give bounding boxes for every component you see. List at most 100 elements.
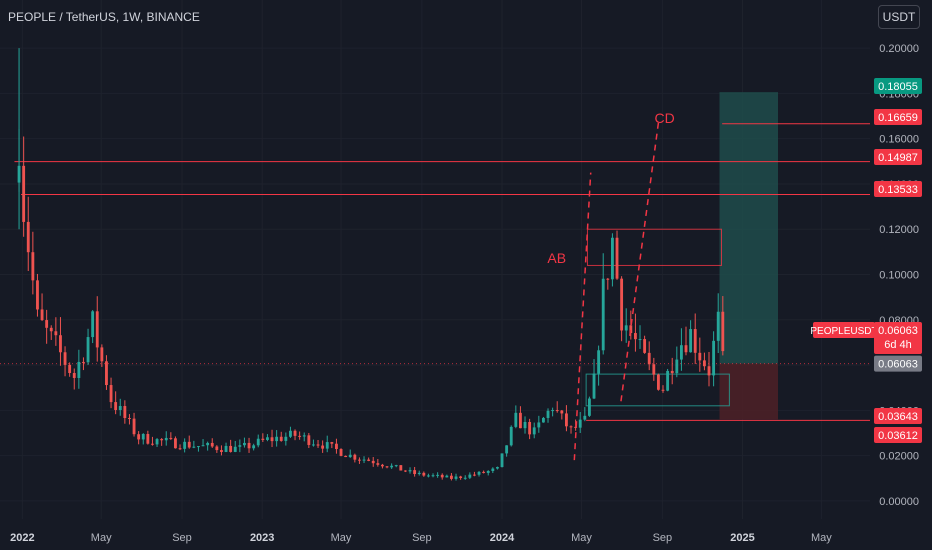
candle-body: [275, 436, 279, 442]
candle-body: [174, 438, 177, 449]
candle-body: [54, 331, 58, 336]
current-price-tag-bg: [874, 355, 922, 372]
candle-body: [210, 442, 214, 447]
candle-body: [178, 448, 182, 450]
pattern-label: CD: [654, 110, 674, 126]
candle-body: [445, 475, 449, 478]
zone-box: [586, 228, 722, 266]
stop-zone: [719, 363, 779, 420]
candle-body: [220, 450, 223, 452]
candle-body: [151, 443, 154, 445]
candle-body: [693, 329, 697, 353]
candle-body: [684, 345, 688, 353]
candle-body: [376, 463, 380, 465]
candle-body: [137, 434, 141, 440]
currency-button[interactable]: USDT: [878, 5, 920, 29]
candle-body: [597, 350, 601, 374]
candle-body: [187, 441, 191, 448]
candle-body: [243, 442, 246, 446]
candle-body: [661, 389, 665, 391]
candle-body: [284, 436, 288, 441]
symbol-tag: PEOPLEUSDT: [810, 326, 877, 337]
candle-body: [624, 325, 628, 331]
candle-body: [26, 221, 30, 253]
candle-body: [518, 412, 522, 429]
candle-body: [344, 455, 348, 458]
candle-body: [431, 475, 435, 477]
level-price-tag-bg: [874, 427, 922, 443]
candle-body: [330, 442, 334, 444]
y-tick-label: 0.02000: [879, 451, 919, 463]
candle-body: [408, 470, 412, 472]
x-tick-label: May: [331, 532, 352, 544]
x-tick-label: 2023: [250, 532, 274, 544]
level-price-tag: 0.16659: [878, 112, 918, 124]
target-price-tag: 0.18055: [878, 81, 918, 93]
x-tick-label: Sep: [653, 532, 673, 544]
candle-body: [592, 373, 596, 399]
candle-body: [477, 471, 481, 475]
candle-body: [183, 441, 187, 449]
candle-body: [578, 419, 582, 428]
candle-body: [468, 474, 472, 478]
candle-body: [164, 437, 168, 441]
candle-body: [155, 439, 159, 445]
candle-body: [721, 311, 725, 352]
x-tick-label: May: [811, 532, 832, 544]
candle-body: [675, 359, 679, 374]
candle-body: [679, 345, 683, 360]
candle-body: [77, 361, 81, 378]
candle-body: [31, 252, 35, 281]
x-tick-label: Sep: [412, 532, 432, 544]
candle-body: [440, 474, 444, 478]
candle-body: [463, 477, 467, 479]
candle-body: [495, 467, 499, 469]
candle-body: [564, 413, 568, 427]
candle-body: [233, 446, 237, 452]
candle-body: [399, 465, 403, 471]
candle-body: [537, 422, 541, 428]
candle-body: [95, 311, 99, 348]
candle-body: [353, 454, 357, 460]
candle-body: [385, 466, 389, 468]
symbol-tag-bg: [813, 322, 875, 338]
candle-body: [82, 361, 85, 363]
candle-body: [91, 311, 95, 338]
candle-body: [367, 459, 371, 461]
candle-body: [229, 445, 233, 452]
pattern-leg-line: [620, 122, 660, 402]
pair-title: PEOPLE / TetherUS, 1W, BINANCE: [8, 10, 200, 24]
candle-body: [100, 347, 104, 362]
candle-body: [40, 309, 44, 321]
candle-body: [702, 360, 706, 367]
pattern-leg-line: [573, 172, 592, 461]
y-tick-label: 0.12000: [879, 224, 919, 236]
pattern-label: AB: [547, 250, 566, 266]
candle-body: [546, 410, 550, 418]
candle-body: [36, 280, 39, 310]
candle-body: [316, 444, 320, 446]
candle-body: [146, 433, 150, 444]
candle-body: [610, 237, 614, 280]
candle-body: [109, 385, 113, 403]
candle-body: [128, 418, 131, 420]
candle-body: [59, 335, 62, 353]
candle-body: [629, 325, 633, 334]
candle-body: [45, 320, 49, 328]
candle-body: [49, 327, 53, 332]
level-price-tag: 0.03643: [878, 411, 918, 423]
x-tick-label: 2025: [730, 532, 754, 544]
candle-body: [160, 439, 164, 441]
candle-body: [555, 410, 559, 412]
candle-body: [404, 470, 407, 472]
candle-body: [358, 459, 361, 461]
candle-body: [454, 476, 458, 479]
candle-body: [422, 472, 426, 476]
x-tick-label: 2024: [490, 532, 515, 544]
candle-body: [427, 475, 430, 477]
candle-body: [293, 430, 297, 436]
candle-body: [192, 446, 196, 448]
candle-body: [105, 361, 108, 386]
level-price-tag: 0.13533: [878, 184, 918, 196]
